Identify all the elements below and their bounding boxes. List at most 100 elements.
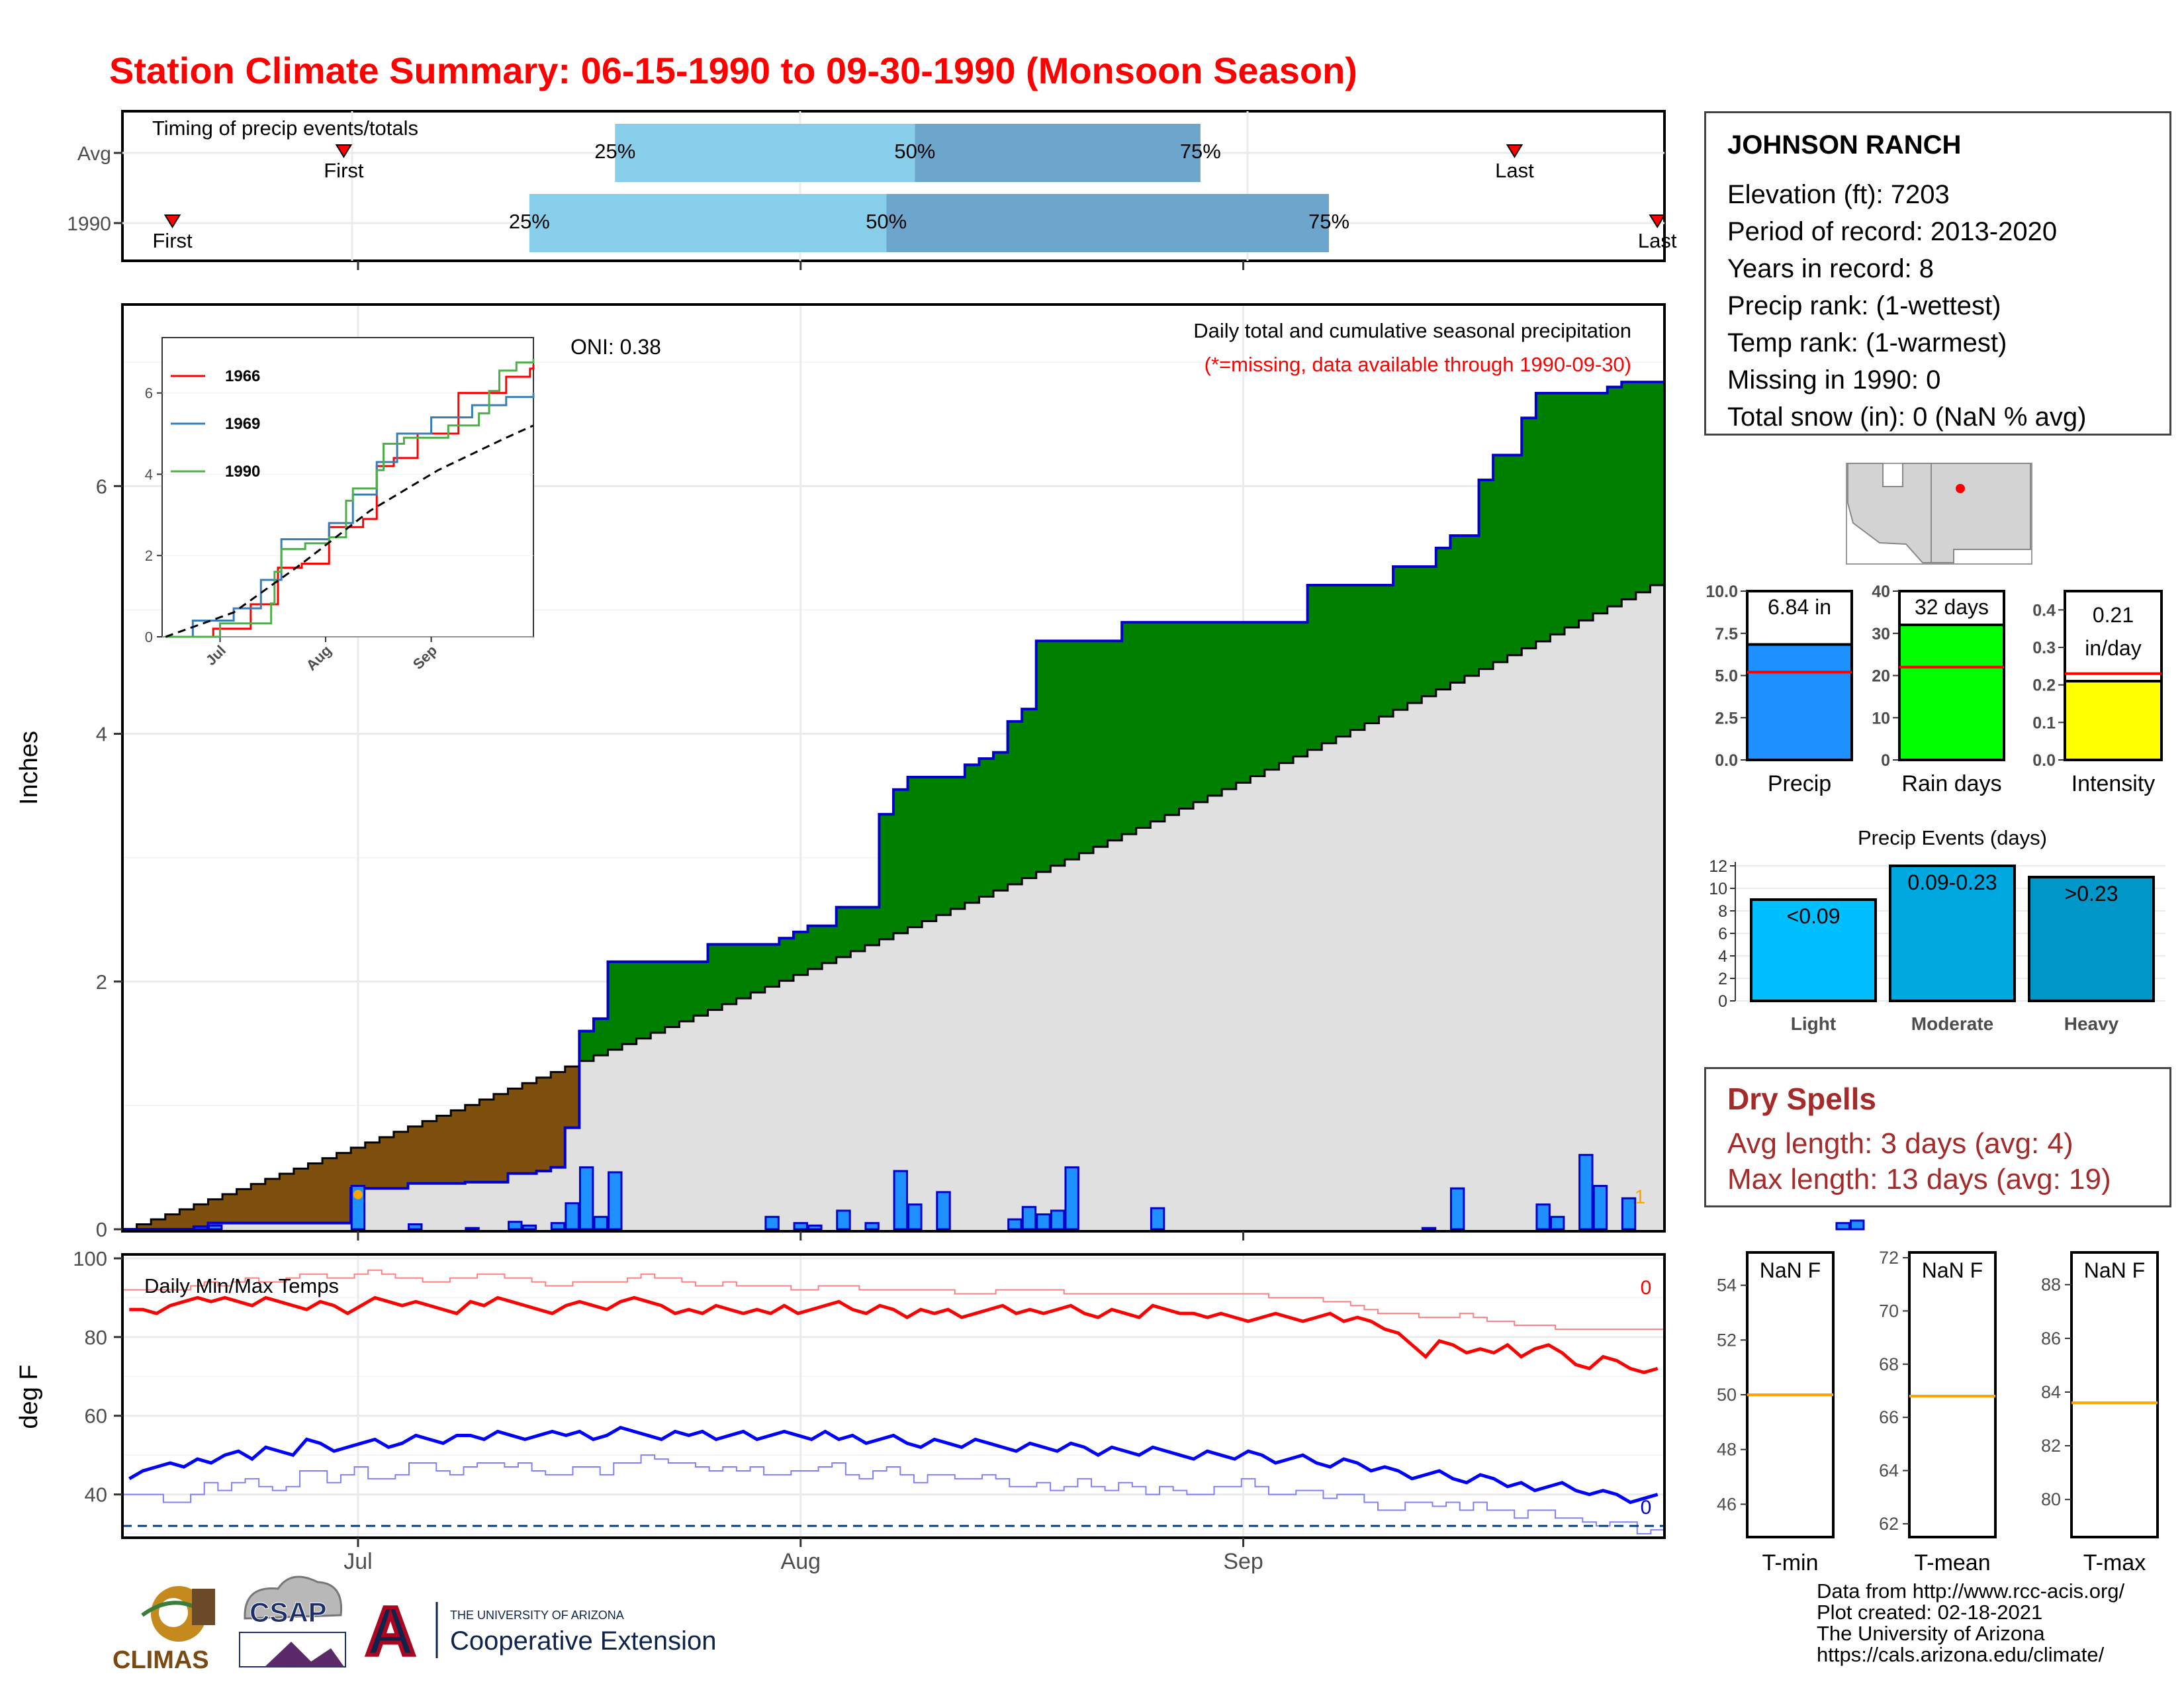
events-y-label: 10 (1709, 880, 1727, 898)
station-years: Years in record: 8 (1727, 254, 1934, 283)
cumulative-average-fill (122, 585, 1664, 1229)
events-bar-label: <0.09 (1787, 904, 1841, 928)
inset-y-label: 4 (145, 466, 153, 483)
credit-university: The University of Arizona (1817, 1622, 2045, 1645)
daily-precip-bar (936, 1191, 951, 1231)
gauge-y-label: 66 (1879, 1407, 1899, 1427)
precip-total-value-label: 6.84 in (1768, 595, 1831, 619)
events-category-label: Moderate (1911, 1013, 1993, 1034)
rain-days-category-label: Rain days (1901, 771, 2001, 796)
gauge-y-label: 70 (1879, 1301, 1899, 1321)
dry-spells-title: Dry Spells (1727, 1082, 1876, 1116)
timing-title: Timing of precip events/totals (152, 117, 418, 140)
timing-label-75: 75% (1180, 140, 1221, 163)
rain-days-y-label: 30 (1872, 625, 1890, 643)
inset-legend-label: 1990 (225, 463, 260, 481)
daily-precip-bar (1592, 1185, 1608, 1231)
precip-panel-title: Daily total and cumulative seasonal prec… (1193, 319, 1631, 342)
timing-bar-q1 (529, 194, 887, 252)
precip-total-y-label: 10.0 (1706, 583, 1738, 601)
svg-text:CSAP: CSAP (250, 1597, 327, 1628)
gauge-t-max-frame (2070, 1251, 2159, 1538)
x-tick-label: Aug (781, 1549, 821, 1574)
events-y-label: 4 (1718, 947, 1727, 966)
credit-url: https://cals.arizona.edu/climate/ (1817, 1643, 2105, 1666)
inset-legend-label: 1969 (225, 415, 260, 433)
gauge-y-label: 52 (1717, 1330, 1737, 1350)
svg-text:CLIMAS: CLIMAS (113, 1646, 209, 1674)
intensity-y-label: 0.3 (2032, 639, 2056, 657)
temp-y-tick-label: 40 (85, 1483, 107, 1507)
station-period: Period of record: 2013-2020 (1727, 217, 2058, 246)
csap-logo: CSAP (239, 1575, 346, 1667)
missing-data-marker (353, 1190, 363, 1199)
daily-precip-bar (1007, 1218, 1023, 1231)
precip-total-bar (1746, 643, 1853, 762)
daily-precip-bar (522, 1224, 537, 1231)
gauge-y-label: 64 (1879, 1461, 1899, 1481)
temperature-panel: Jul Aug Sep 40 60 80 100 deg F Daily Min/Max T… (15, 1247, 1666, 1574)
daily-precip-bar (1850, 1219, 1865, 1231)
events-y-label: 2 (1718, 970, 1727, 988)
daily-precip-bar (1036, 1213, 1051, 1231)
timing-marker-first (335, 144, 353, 158)
precip-y-tick-label: 0 (96, 1218, 107, 1241)
inset-series-Avg (165, 424, 534, 638)
tmax-daily-line (129, 1295, 1659, 1374)
events-bar-label: 0.09-0.23 (1907, 870, 1997, 894)
daily-precip-bar (408, 1223, 423, 1231)
gauge-t-mean-frame (1908, 1251, 1997, 1538)
daily-precip-bar (1150, 1207, 1165, 1231)
daily-precip-bar (208, 1224, 223, 1231)
station-snow: Total snow (in): 0 (NaN % avg) (1727, 402, 2087, 432)
university-arizona-logo: A THE UNIVERSITY OF ARIZONA Cooperative … (361, 1591, 716, 1672)
rain-days-y-label: 40 (1872, 583, 1890, 601)
events-bar-label: >0.23 (2065, 882, 2118, 906)
timing-bar-q2 (915, 124, 1201, 182)
daily-precip-bar (508, 1221, 523, 1231)
daily-precip-bar (465, 1227, 480, 1231)
events-bar-heavy (2028, 876, 2155, 1002)
locator-map (1846, 463, 2032, 565)
rain-days-y-label: 20 (1872, 667, 1890, 686)
gauge-y-label: 50 (1717, 1385, 1737, 1405)
daily-precip-bar (550, 1222, 566, 1231)
oni-value: ONI: 0.38 (570, 335, 661, 359)
summary-bar-charts: 0.0 2.5 5.0 7.5 10.0 6.84 in Precip 0 10 20 30 40 32… (1706, 583, 2163, 796)
station-info-box: JOHNSON RANCH Elevation (ft): 7203 Perio… (1704, 111, 2171, 436)
gauge-y-label: 62 (1879, 1514, 1899, 1534)
timing-row-label: Avg (77, 143, 111, 165)
precip-events-chart: Precip Events (days) 0 2 4 6 8 10 12 <0.09 Light 0… (1709, 826, 2165, 1034)
daily-precip-bar (1064, 1166, 1079, 1231)
timing-label-25: 25% (594, 140, 635, 163)
intensity-y-label: 0.4 (2032, 601, 2056, 620)
temp-title: Daily Min/Max Temps (144, 1274, 339, 1297)
daily-precip-bar (565, 1202, 580, 1231)
climas-logo: CLIMAS (113, 1586, 215, 1674)
events-title: Precip Events (days) (1858, 826, 2047, 849)
daily-precip-bar (907, 1203, 923, 1231)
temp-y-tick-label: 100 (73, 1247, 107, 1270)
precip-total-category-label: Precip (1768, 771, 1831, 796)
gauge-value-label: NaN F (2084, 1258, 2145, 1282)
events-category-label: Light (1791, 1013, 1836, 1034)
precip-y-tick-label: 2 (96, 970, 107, 994)
gauge-y-label: 86 (2041, 1329, 2061, 1348)
intensity-y-label: 0.2 (2032, 677, 2056, 695)
daily-precip-bar (193, 1225, 208, 1231)
timing-bar-q1 (615, 124, 915, 182)
precip-panel-subtitle: (*=missing, data available through 1990-… (1205, 353, 1631, 376)
intensity-y-label: 0.1 (2032, 714, 2056, 732)
gauge-category-label: T-mean (1914, 1550, 1990, 1575)
gauge-y-label: 84 (2041, 1382, 2061, 1402)
inset-legend-label: 1966 (225, 367, 260, 385)
timing-label-first: First (152, 229, 193, 252)
precip-total-y-label: 2.5 (1715, 709, 1738, 727)
tmax-normal-line (122, 1269, 1664, 1330)
gauge-y-label: 54 (1717, 1276, 1737, 1295)
timing-row-label: 1990 (67, 213, 111, 235)
timing-label-25: 25% (509, 210, 550, 233)
gauge-value-label: NaN F (1922, 1258, 1983, 1282)
dry-spells-box: Dry Spells Avg length: 3 days (avg: 4) M… (1704, 1067, 2171, 1207)
daily-precip-bar (1535, 1203, 1551, 1231)
